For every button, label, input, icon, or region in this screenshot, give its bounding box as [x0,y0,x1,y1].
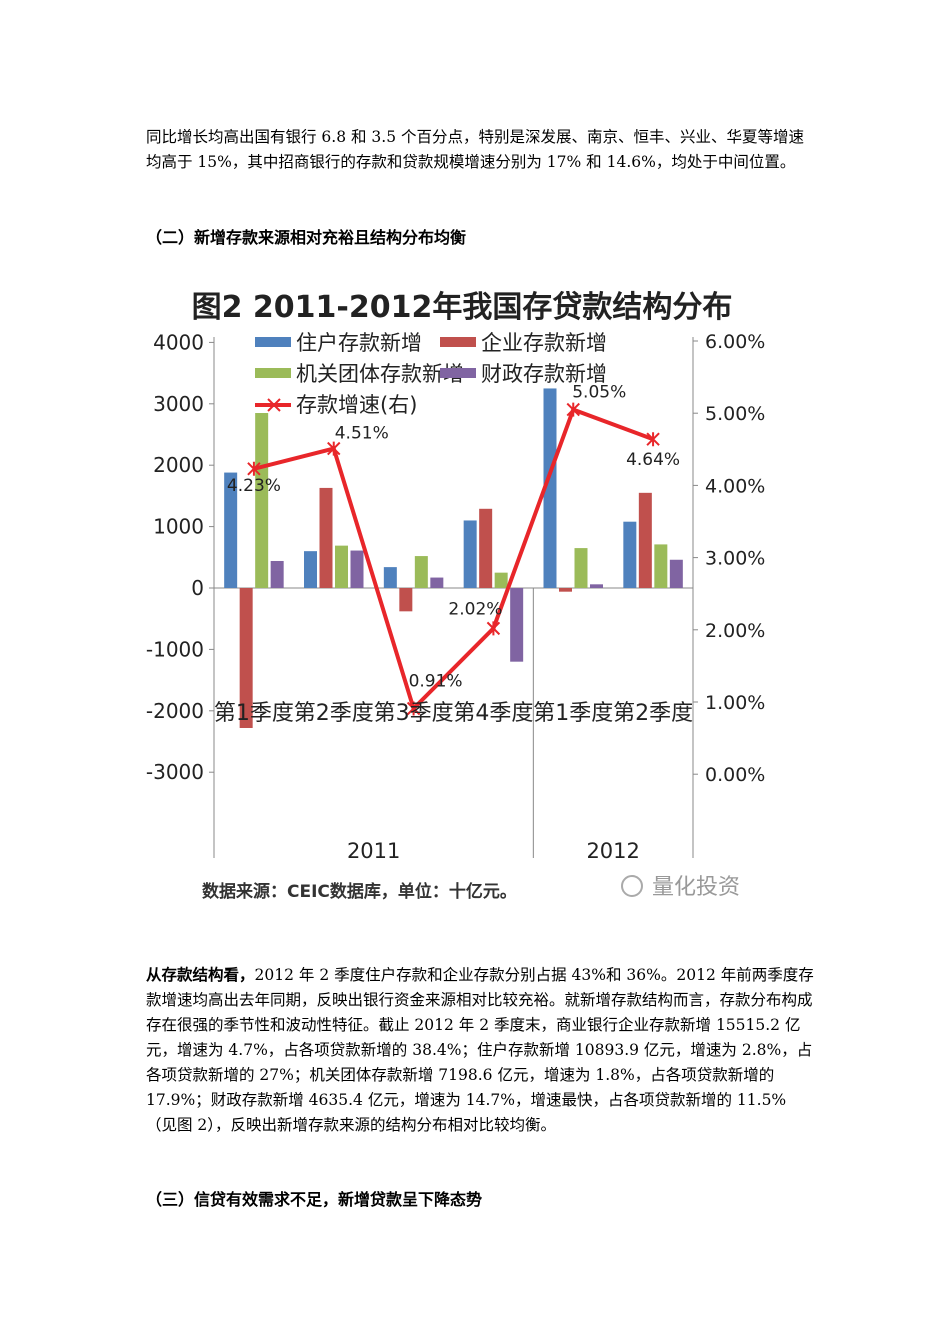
growth-marker [247,461,261,476]
bar-机关团体存款新增 [654,544,668,588]
growth-marker [566,402,580,417]
category-label: 第1季度 [533,701,613,726]
year-label: 2012 [586,839,639,863]
category-label: 第2季度 [613,701,693,726]
watermark-text: 量化投资 [652,875,740,900]
bar-住户存款新增 [623,521,637,588]
year-label: 2011 [347,839,400,863]
legend-label: 企业存款新增 [481,331,607,355]
legend-label: 存款增速(右) [296,393,417,417]
bar-机关团体存款新增 [255,413,269,588]
bar-企业存款新增 [559,588,572,592]
right-tick-label: 4.00% [705,475,765,497]
chart-svg: 图2 2011-2012年我国存贷款结构分布 4000 3000 2000 1000 0… [146,290,765,902]
right-tick-label: 6.00% [705,331,765,353]
left-tick-label: 1000 [153,515,204,539]
growth-data-label: 4.23% [227,476,281,496]
section-heading-2: （二）新增存款来源相对充裕且结构分布均衡 [146,228,467,247]
bar-机关团体存款新增 [494,572,508,588]
bar-企业存款新增 [319,487,333,588]
legend-swatch [440,368,476,378]
legend-swatch [440,337,476,347]
legend-label: 机关团体存款新增 [296,362,464,386]
right-tick-label: 1.00% [705,692,765,714]
bar-机关团体存款新增 [414,556,428,588]
paragraph-2-lead: 从存款结构看， [146,966,255,984]
chart-title: 图2 2011-2012年我国存贷款结构分布 [192,290,733,325]
growth-data-label: 4.51% [335,424,389,444]
right-tick-label: 2.00% [705,620,765,642]
bar-住户存款新增 [543,388,557,588]
bar-企业存款新增 [479,508,493,588]
bar-企业存款新增 [638,492,652,588]
bar-住户存款新增 [304,551,317,588]
bar-住户存款新增 [224,472,238,588]
bar-机关团体存款新增 [574,548,588,588]
left-tick-label: -3000 [146,760,204,784]
legend-label: 财政存款新增 [481,362,607,386]
category-label: 第1季度 [214,701,294,726]
growth-data-label: 4.64% [626,450,680,470]
bar-住户存款新增 [463,520,477,588]
left-tick-label: -1000 [146,637,204,661]
left-tick-label: 2000 [153,453,204,477]
bar-机关团体存款新增 [335,545,348,588]
section-heading-3: （三）信贷有效需求不足，新增贷款呈下降态势 [146,1190,483,1209]
bar-财政存款新增 [350,550,364,588]
left-tick-label: -2000 [146,699,204,723]
chart-bars [224,388,683,728]
growth-marker [646,432,660,447]
bar-财政存款新增 [669,559,683,588]
category-label: 第4季度 [453,701,533,726]
bar-财政存款新增 [430,577,444,588]
legend-swatch [255,337,291,347]
paragraph-2-body: 2012 年 2 季度住户存款和企业存款分别占据 43%和 36%。2012 年… [146,966,814,1134]
growth-data-label: 2.02% [448,599,502,619]
growth-marker [327,441,341,456]
chart-growth-line: 4.23% 4.51% 0.91% 2.02% 5.05% 4.64% [227,383,680,716]
chart-source-note: 数据来源：CEIC数据库，单位：十亿元。 [202,881,517,902]
category-label: 第3季度 [374,701,454,726]
paragraph-2: 从存款结构看，2012 年 2 季度住户存款和企业存款分别占据 43%和 36%… [146,963,814,1138]
bar-企业存款新增 [399,588,413,612]
bar-企业存款新增 [239,588,253,728]
right-tick-label: 3.00% [705,548,765,570]
legend-line-marker [267,398,281,412]
paragraph-1: 同比增长均高出国有银行 6.8 和 3.5 个百分点，特别是深发展、南京、恒丰、… [146,128,805,171]
left-tick-label: 0 [191,576,204,600]
growth-line-path [253,407,654,713]
wechat-icon [621,875,643,897]
right-tick-label: 5.00% [705,403,765,425]
left-tick-label: 3000 [153,392,204,416]
figure-2-chart: 图2 2011-2012年我国存贷款结构分布 4000 3000 2000 1000 0… [140,275,780,915]
bar-财政存款新增 [510,588,524,662]
chart-axes: 4000 3000 2000 1000 0 -1000 -2000 -3000 6.00% 5.0… [146,330,765,858]
right-tick-label: 0.00% [705,764,765,786]
bar-财政存款新增 [590,584,603,588]
bar-住户存款新增 [383,567,397,588]
watermark: 量化投资 [621,875,740,900]
growth-marker [406,701,421,716]
legend-swatch [255,368,291,378]
bar-财政存款新增 [270,560,284,588]
growth-data-label: 0.91% [409,671,463,691]
growth-data-label: 5.05% [572,383,626,403]
left-tick-label: 4000 [153,330,204,354]
growth-marker [486,621,501,636]
category-label: 第2季度 [294,701,374,726]
legend-label: 住户存款新增 [296,331,422,355]
